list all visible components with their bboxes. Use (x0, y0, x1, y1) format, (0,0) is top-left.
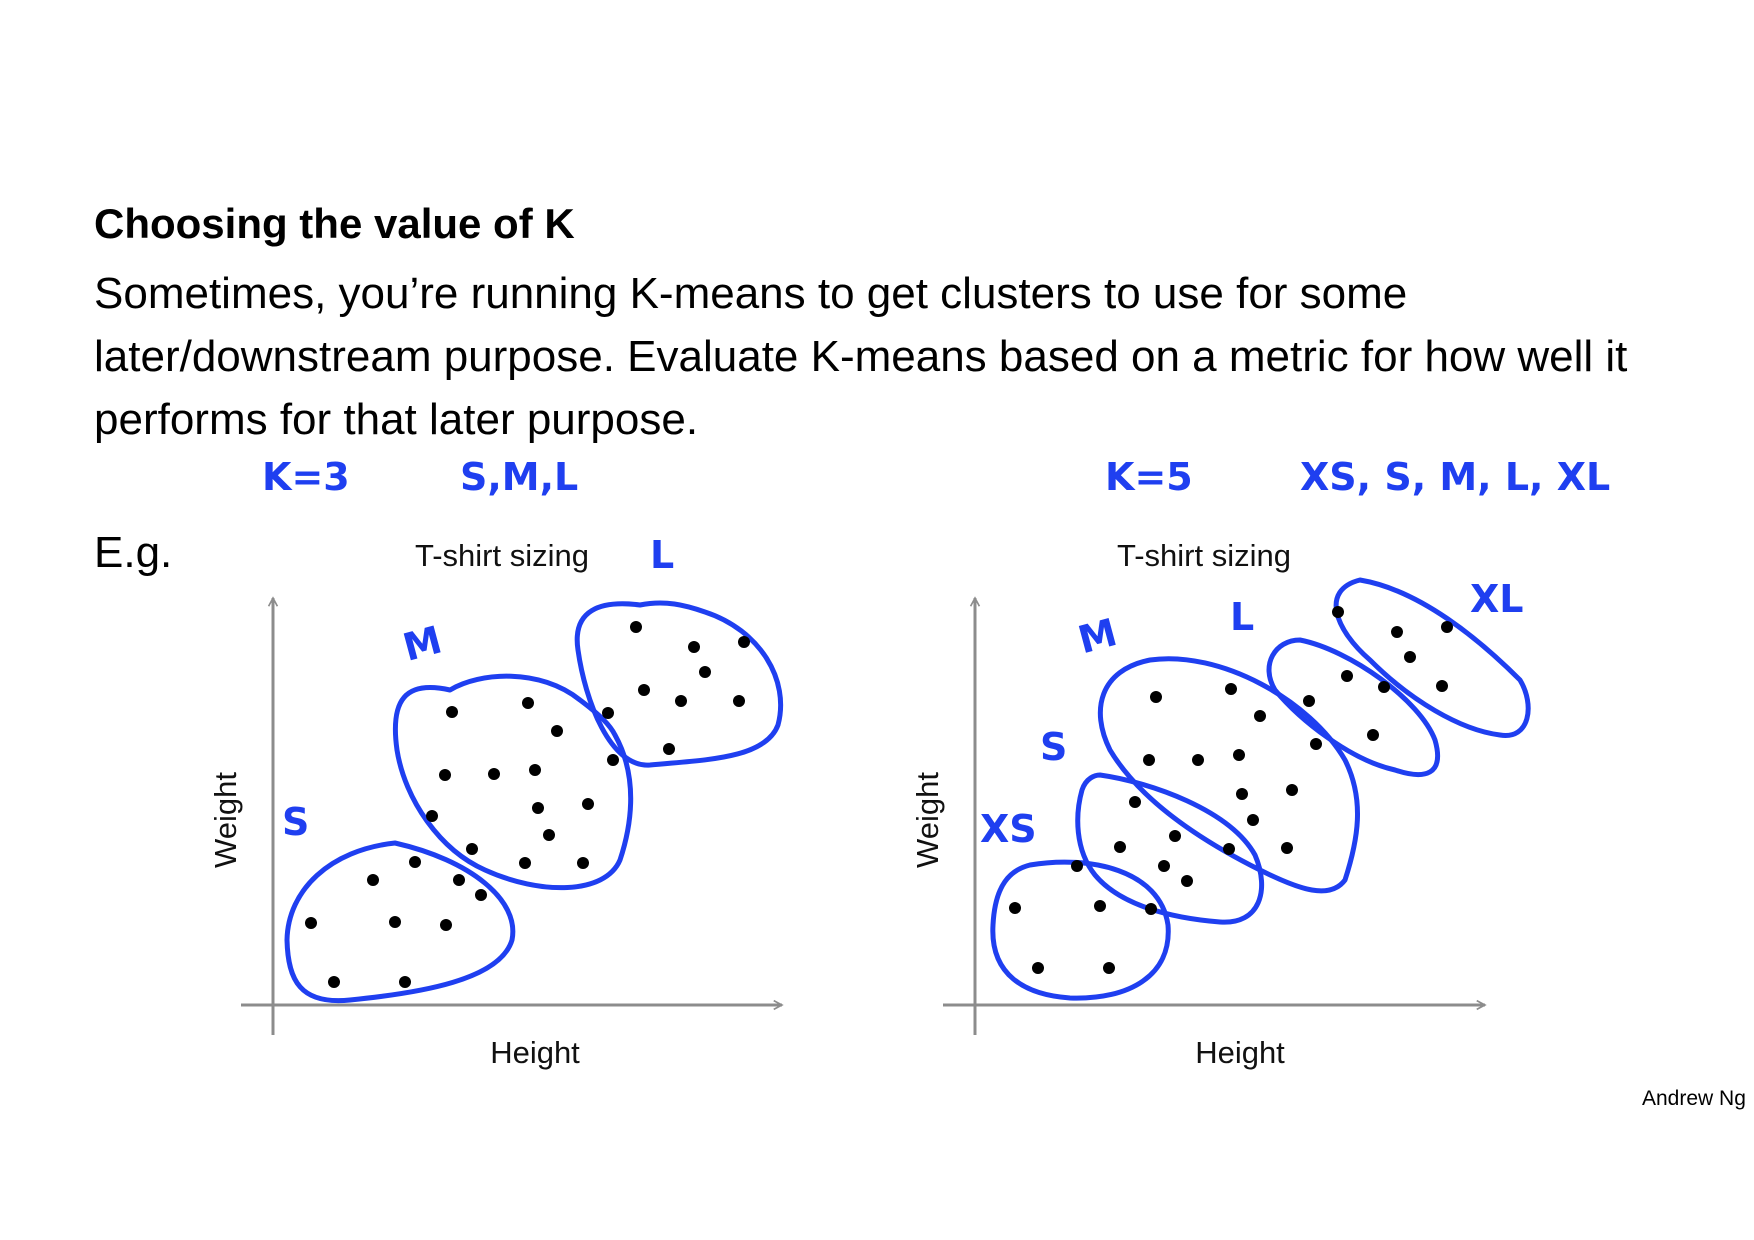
right-cluster-outline-l (1266, 637, 1441, 778)
data-point (1303, 695, 1315, 707)
data-point (1286, 784, 1298, 796)
data-point (551, 725, 563, 737)
example-label: E.g. (94, 528, 173, 577)
data-point (699, 666, 711, 678)
data-point (1367, 729, 1379, 741)
data-point (607, 754, 619, 766)
right-cluster-outline-s (1075, 772, 1265, 925)
author-footer: Andrew Ng (1642, 1087, 1746, 1110)
left-cluster-outline-l (574, 600, 784, 768)
left-cluster-outline-m (392, 673, 634, 891)
data-point (638, 684, 650, 696)
data-point (1009, 902, 1021, 914)
data-point (488, 768, 500, 780)
data-point (1236, 788, 1248, 800)
data-point (529, 764, 541, 776)
data-point (1150, 691, 1162, 703)
data-point (1441, 621, 1453, 633)
data-point (440, 919, 452, 931)
left-k-annotation: K=3 (262, 455, 350, 499)
data-point (1071, 860, 1083, 872)
data-point (1169, 830, 1181, 842)
data-point (1332, 606, 1344, 618)
right-k-annotation: K=5 (1105, 455, 1193, 499)
data-point (305, 917, 317, 929)
left-x-axis-label: Height (490, 1035, 580, 1070)
right-chart-title: T-shirt sizing (1117, 538, 1291, 573)
left-points (305, 621, 750, 988)
data-point (577, 857, 589, 869)
left-sizes-annotation: S,M,L (460, 455, 578, 499)
data-point (367, 874, 379, 886)
data-point (1181, 875, 1193, 887)
data-point (1225, 683, 1237, 695)
right-x-axis-label: Height (1195, 1035, 1285, 1070)
data-point (522, 697, 534, 709)
data-point (1310, 738, 1322, 750)
left-y-axis-label: Weight (208, 772, 243, 868)
right-cluster-outline-xl (1333, 577, 1531, 738)
data-point (1254, 710, 1266, 722)
data-point (1391, 626, 1403, 638)
data-point (738, 636, 750, 648)
data-point (446, 706, 458, 718)
right-cluster-label-m: M (1074, 610, 1122, 662)
data-point (602, 707, 614, 719)
data-point (389, 916, 401, 928)
data-point (1192, 754, 1204, 766)
slide-body-text: Sometimes, you’re running K-means to get… (94, 269, 1628, 444)
data-point (663, 743, 675, 755)
data-point (1129, 796, 1141, 808)
data-point (532, 802, 544, 814)
data-point (399, 976, 411, 988)
data-point (1281, 842, 1293, 854)
right-panel: K=5 XS, S, M, L, XL T-shirt sizing XL L … (910, 455, 1610, 1070)
data-point (1378, 681, 1390, 693)
data-point (1436, 680, 1448, 692)
data-point (409, 856, 421, 868)
data-point (1032, 962, 1044, 974)
data-point (1114, 841, 1126, 853)
left-chart-title: T-shirt sizing (415, 538, 589, 573)
data-point (1247, 814, 1259, 826)
left-cluster-outline-s (284, 840, 516, 1004)
data-point (453, 874, 465, 886)
right-y-axis-label: Weight (910, 772, 945, 868)
right-cluster-label-xl: XL (1470, 577, 1524, 621)
left-cluster-label-s: S (282, 800, 309, 844)
left-panel: K=3 S,M,L T-shirt sizing L M S Height We… (208, 455, 782, 1070)
right-cluster-label-s: S (1040, 725, 1067, 769)
data-point (630, 621, 642, 633)
right-cluster-outline-xs (990, 859, 1171, 1001)
data-point (582, 798, 594, 810)
data-point (475, 889, 487, 901)
right-points (1009, 606, 1453, 974)
data-point (688, 641, 700, 653)
data-point (675, 695, 687, 707)
data-point (733, 695, 745, 707)
data-point (426, 810, 438, 822)
data-point (519, 857, 531, 869)
data-point (1223, 843, 1235, 855)
data-point (1341, 670, 1353, 682)
right-cluster-label-xs: XS (980, 807, 1037, 851)
left-cluster-label-m: M (398, 617, 446, 669)
slide-title: Choosing the value of K (94, 200, 575, 247)
right-cluster-label-l: L (1230, 595, 1254, 639)
data-point (1143, 754, 1155, 766)
data-point (439, 769, 451, 781)
data-point (328, 976, 340, 988)
right-sizes-annotation: XS, S, M, L, XL (1300, 455, 1610, 499)
data-point (1404, 651, 1416, 663)
left-cluster-label-l: L (650, 533, 674, 577)
data-point (1145, 903, 1157, 915)
data-point (466, 843, 478, 855)
data-point (1103, 962, 1115, 974)
data-point (1094, 900, 1106, 912)
data-point (1158, 860, 1170, 872)
data-point (543, 829, 555, 841)
right-cluster-outline-m (1097, 656, 1360, 894)
data-point (1233, 749, 1245, 761)
